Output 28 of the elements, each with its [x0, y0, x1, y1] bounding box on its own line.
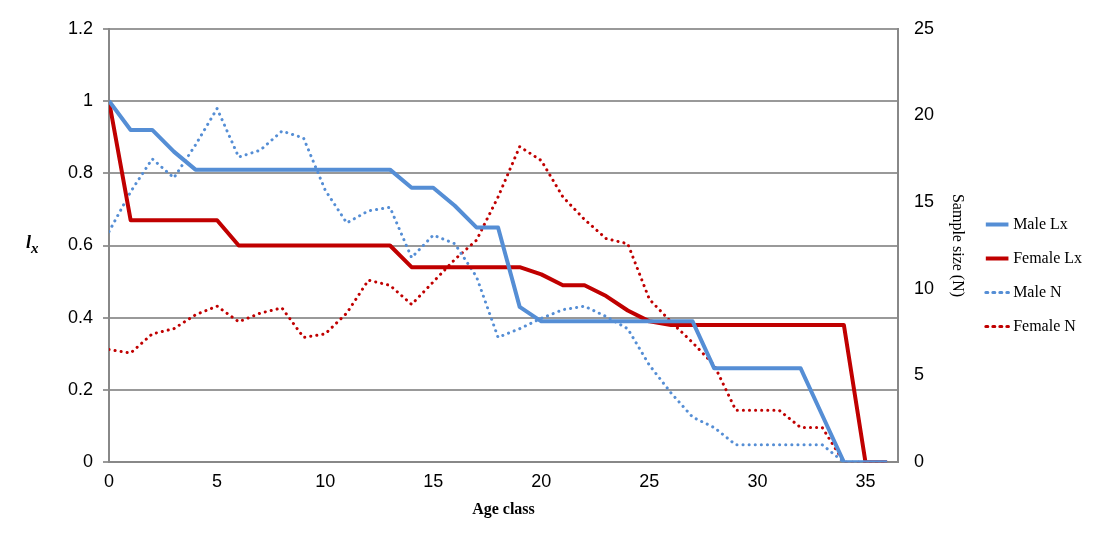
y-tick-label: 1.2 [67, 17, 94, 38]
x-tick-label: 0 [104, 470, 115, 491]
y2-tick-label: 20 [913, 104, 934, 125]
y-axis-title: l$_{x}$ [26, 231, 39, 257]
x-tick-label: 25 [639, 470, 660, 491]
y2-tick-label: 25 [913, 17, 934, 38]
x-tick-label: 5 [212, 470, 223, 491]
y2-tick-label: 0 [913, 451, 924, 472]
y2-tick-label: 5 [913, 364, 924, 385]
legend-label: Female Lx [1013, 248, 1083, 266]
y-tick-label: 1 [83, 90, 94, 110]
y-tick-label: 0.6 [67, 234, 94, 255]
y-tick-label: 0.8 [67, 162, 94, 183]
legend-label: Male Lx [1013, 214, 1068, 232]
legend-label: Female N [1013, 316, 1077, 334]
x-tick-label: 30 [747, 470, 768, 491]
y-tick-label: 0.4 [67, 306, 94, 327]
y-tick-label: 0.2 [67, 378, 94, 399]
y2-tick-label: 15 [913, 191, 934, 212]
x-tick-label: 35 [855, 470, 876, 491]
legend-label: Male N [1013, 282, 1063, 300]
y-tick-label: 0 [83, 451, 94, 472]
x-axis-title: Age class [472, 499, 535, 518]
y2-tick-label: 10 [913, 277, 934, 298]
x-tick-label: 15 [423, 470, 444, 491]
x-tick-label: 10 [315, 470, 336, 491]
y2-axis-title: Sample size (N) [949, 193, 968, 298]
x-tick-label: 20 [531, 470, 552, 491]
